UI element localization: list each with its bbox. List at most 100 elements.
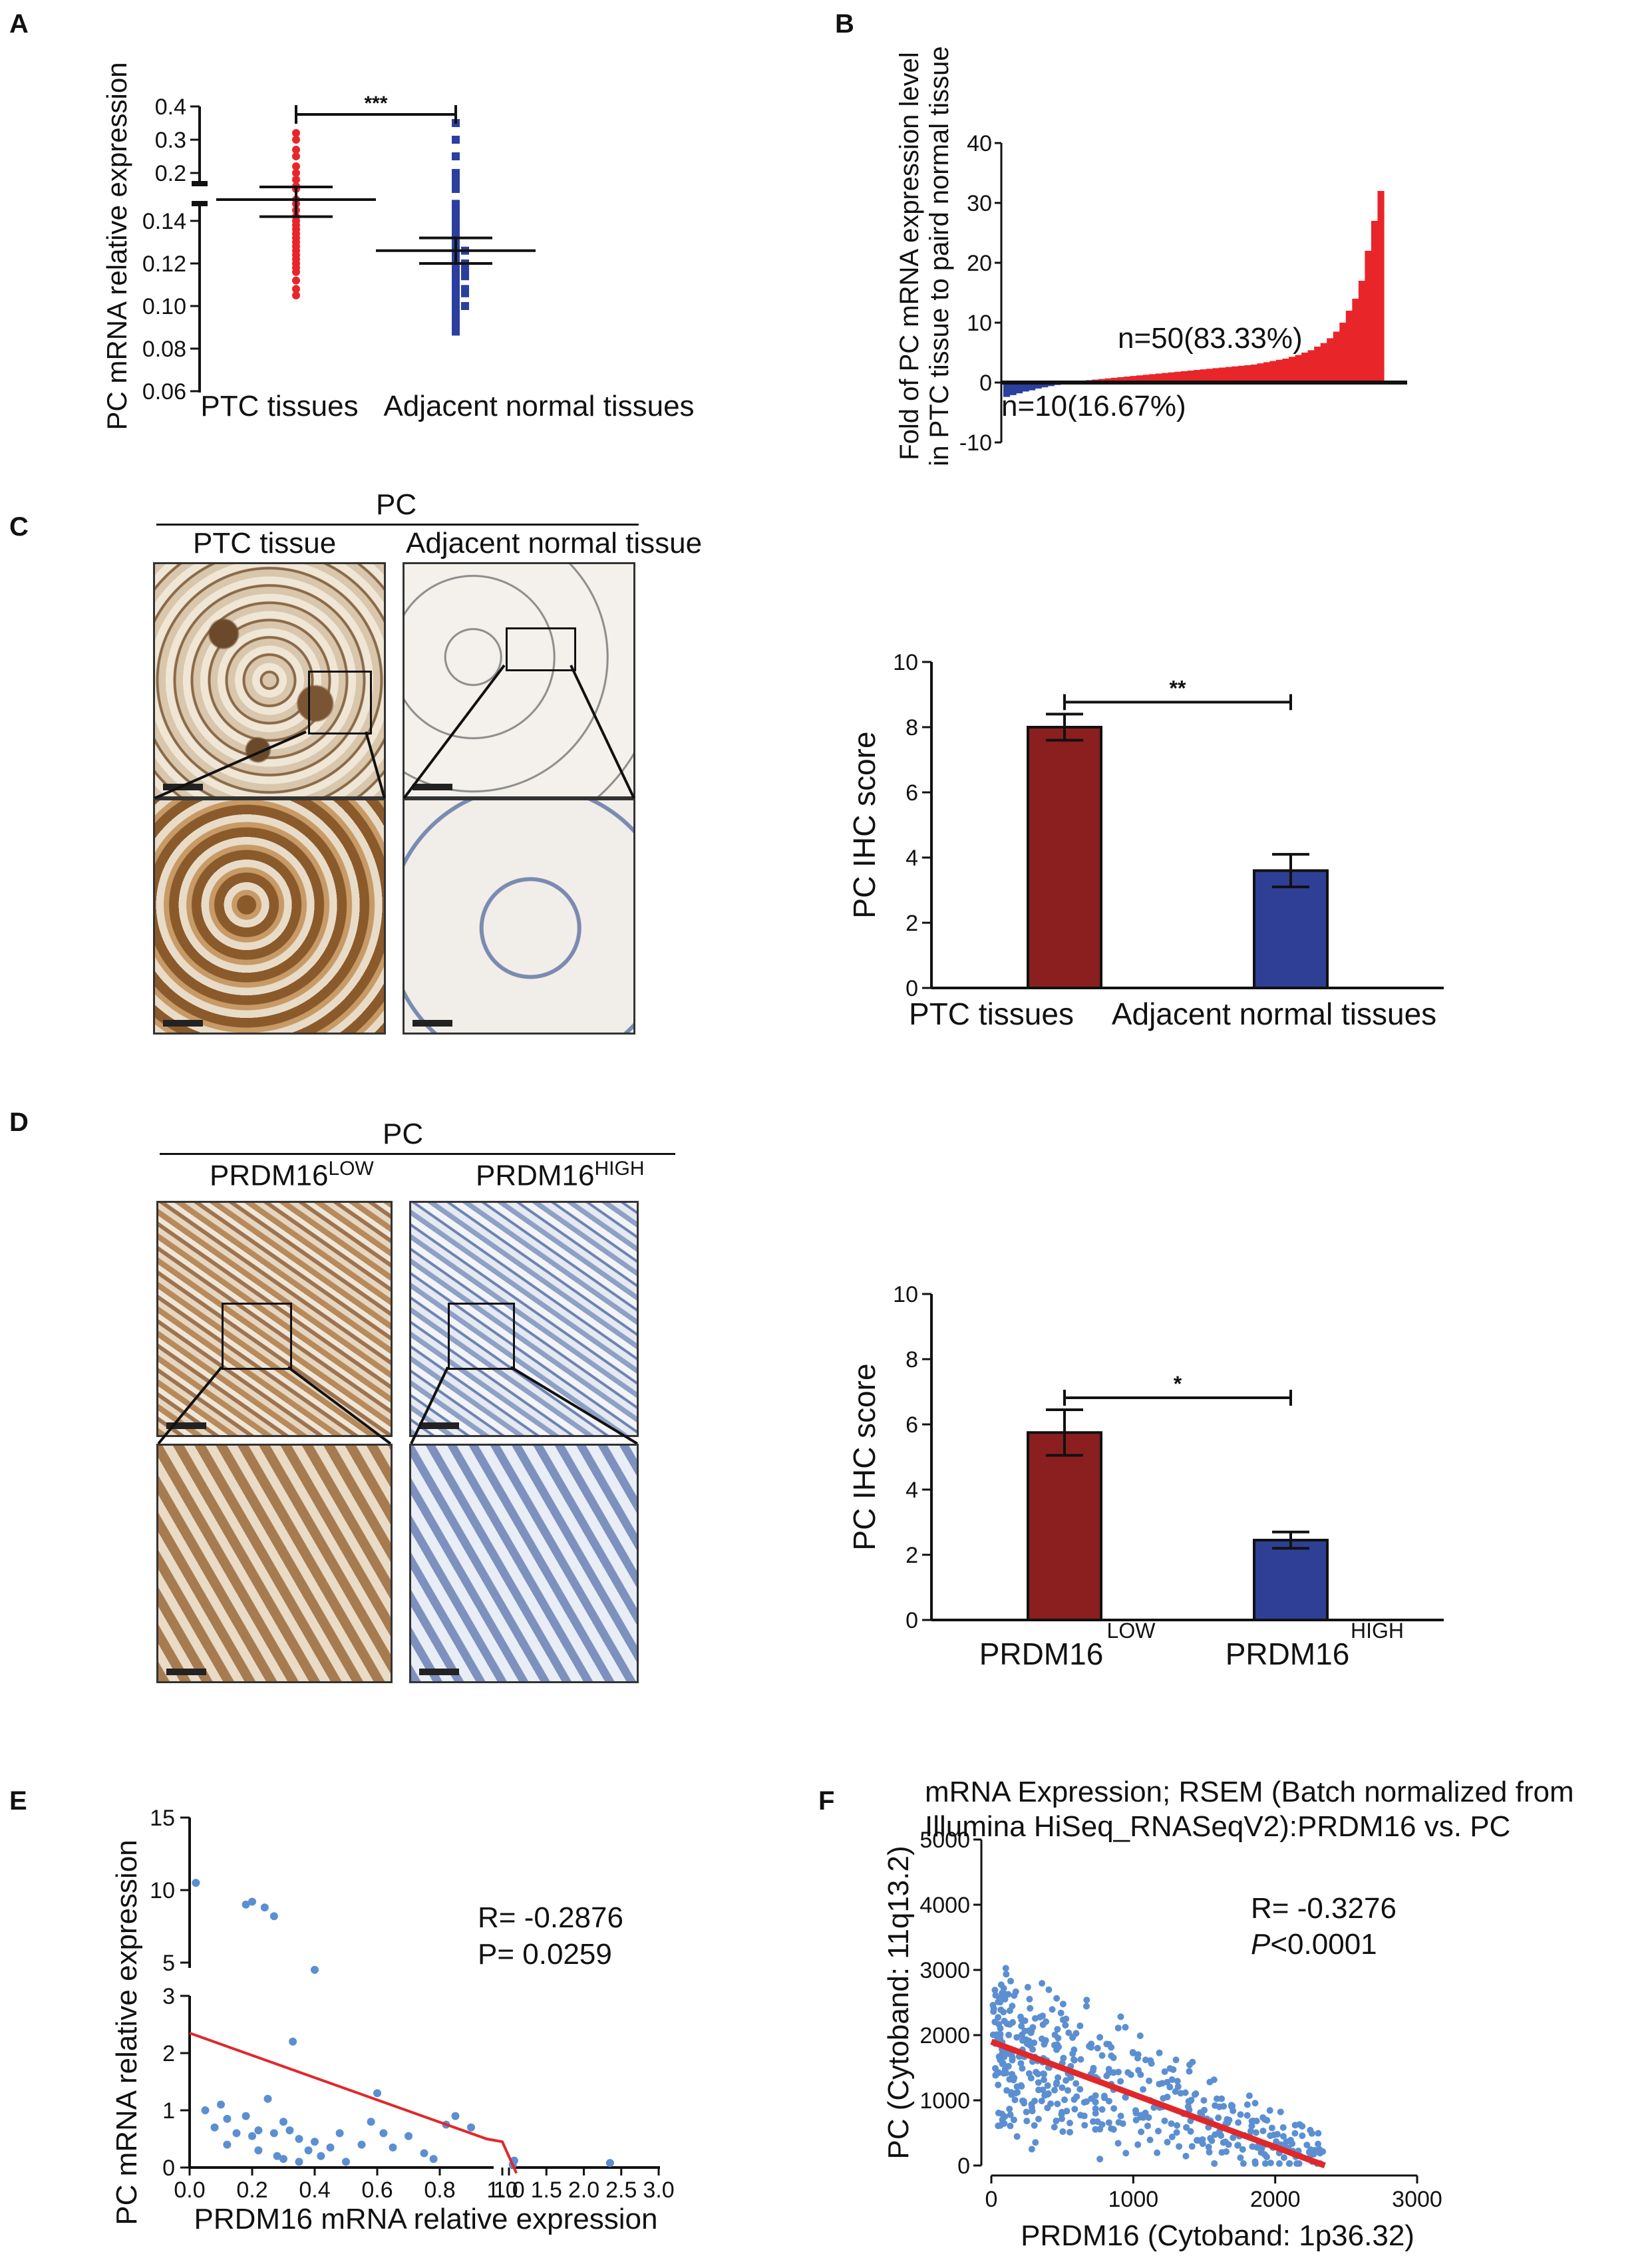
bar <box>1253 1538 1329 1622</box>
y-tick-label: 10 <box>893 1282 918 1307</box>
data-point <box>1023 2118 1031 2125</box>
data-point <box>1071 2106 1078 2113</box>
data-point <box>1161 2117 1168 2124</box>
bar <box>1289 357 1296 383</box>
data-point <box>1285 2160 1293 2168</box>
data-point <box>1027 2005 1034 2012</box>
data-point <box>1315 2130 1322 2137</box>
data-point <box>1001 2017 1008 2024</box>
data-point <box>1145 2114 1152 2121</box>
data-point <box>1105 2098 1112 2105</box>
data-point <box>1146 2077 1153 2084</box>
data-point <box>1031 2122 1038 2129</box>
x-category-label: PRDM16 <box>1226 1637 1350 1671</box>
data-point <box>1058 2111 1065 2118</box>
data-point <box>285 2126 294 2135</box>
data-point <box>1188 2143 1196 2150</box>
data-point <box>1038 2097 1045 2104</box>
panel-c-micrographs: PC PTC tissue Adjacent normal tissue <box>0 479 798 1051</box>
data-point <box>1164 2138 1171 2146</box>
data-point <box>1289 2140 1296 2148</box>
data-point <box>1009 2054 1016 2061</box>
bar <box>1253 869 1329 989</box>
data-point <box>1268 2124 1275 2132</box>
y-tick-label: 0.06 <box>142 379 186 404</box>
panel-label-f: F <box>818 1786 835 1816</box>
data-point <box>1082 2098 1090 2105</box>
data-point <box>1073 2093 1080 2100</box>
stat-r: R= -0.2876 <box>478 1901 623 1934</box>
data-point <box>1017 2060 1025 2067</box>
data-point <box>1166 2084 1174 2091</box>
data-point <box>1059 2084 1066 2091</box>
data-point <box>1228 2102 1235 2109</box>
data-point <box>1283 2138 1290 2146</box>
data-point <box>292 162 300 170</box>
data-point <box>1199 2140 1206 2148</box>
panel-label-e: E <box>9 1786 27 1816</box>
bar <box>1149 374 1156 383</box>
data-point <box>1065 2087 1072 2094</box>
data-point <box>232 2129 241 2138</box>
data-point <box>1080 2112 1088 2120</box>
chart-e: 0 1 2 3 5 10 15 0.0 0.2 0.4 0.6 0.8 1.01.0 1.5 2.0 2.5 3… <box>110 1806 675 2235</box>
stat-p-value: <0.0001 <box>1270 1928 1377 1961</box>
data-point <box>1243 2101 1251 2108</box>
data-point <box>1049 2006 1056 2013</box>
data-point <box>1006 2106 1013 2113</box>
data-point <box>461 285 469 293</box>
data-point <box>1255 2144 1263 2152</box>
y-axis-label-line2: in PTC tissue to paird normal tissue <box>925 46 954 466</box>
data-point <box>1025 2070 1033 2077</box>
data-point <box>1307 2126 1314 2134</box>
panel-d-header-rule <box>160 1153 675 1155</box>
data-point <box>1213 2095 1220 2102</box>
data-point <box>1039 2086 1047 2094</box>
data-point <box>1090 2118 1097 2125</box>
data-point <box>1103 2040 1110 2048</box>
panel-d-header: PC <box>383 1118 424 1150</box>
data-point <box>1293 2160 1301 2168</box>
data-point <box>605 2159 614 2168</box>
data-point <box>1114 2068 1122 2076</box>
y-tick-label: 40 <box>967 131 992 156</box>
bar <box>1358 281 1365 383</box>
data-point <box>269 1912 278 1921</box>
data-point <box>1023 2040 1031 2047</box>
data-point <box>1207 2135 1214 2142</box>
zoom-connector-lines <box>154 664 635 800</box>
data-point <box>1090 2064 1097 2072</box>
data-point <box>461 302 469 310</box>
y-tick-label: -10 <box>959 430 992 456</box>
data-point <box>223 2140 232 2149</box>
data-point <box>1029 2046 1037 2053</box>
col1-sup: LOW <box>328 1158 374 1180</box>
data-point <box>1031 2098 1039 2105</box>
data-point <box>1138 2128 1145 2136</box>
bar <box>1232 366 1239 383</box>
data-point <box>335 2129 344 2138</box>
stat-r: R= -0.3276 <box>1251 1892 1397 1925</box>
data-point <box>1077 2056 1084 2063</box>
bar <box>1111 377 1118 383</box>
x-tick-label: 1.0 <box>486 2177 518 2203</box>
y-tick-label: 0 <box>957 2154 970 2179</box>
bar <box>1307 350 1315 383</box>
data-point <box>1044 2104 1051 2112</box>
y-tick-label: 10 <box>893 650 918 675</box>
data-point <box>1040 2070 1047 2077</box>
data-point <box>1144 2122 1151 2130</box>
data-point <box>1040 2076 1047 2084</box>
col2-sup: HIGH <box>594 1158 645 1180</box>
data-point <box>1259 2114 1267 2121</box>
data-point <box>1001 1991 1009 1998</box>
data-point <box>1029 2108 1036 2115</box>
bar <box>1301 353 1309 383</box>
data-point <box>1136 2032 1144 2040</box>
data-point <box>1142 2056 1149 2064</box>
data-point <box>1026 1995 1033 2003</box>
data-point <box>242 1900 250 1909</box>
data-point <box>1130 2050 1137 2057</box>
data-point <box>1067 2128 1074 2136</box>
data-point <box>342 2158 350 2166</box>
